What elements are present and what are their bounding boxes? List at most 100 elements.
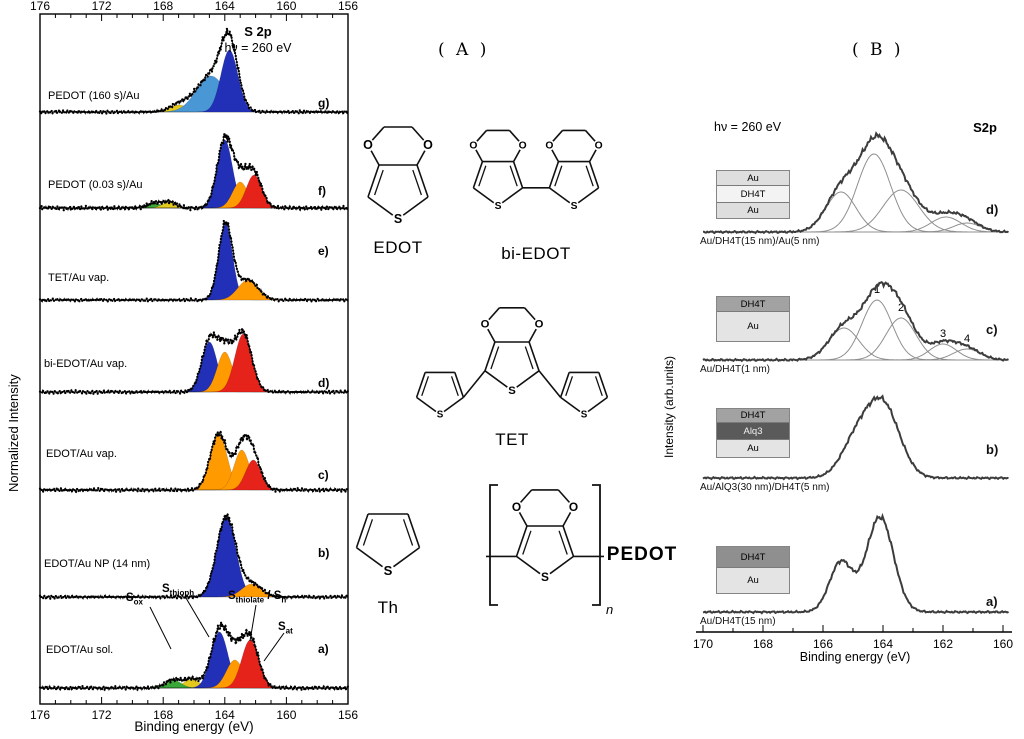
curve-letter-a: a) — [318, 642, 329, 656]
oxygen-atom-label: O — [545, 140, 553, 151]
atom-mask — [510, 500, 523, 514]
bond — [588, 161, 600, 189]
layer-au: Au — [717, 440, 789, 457]
panel-a-spectra-svg: 156 156 160 160 164 164 168 168 172 172 176 176 — [30, 0, 358, 722]
bond — [478, 165, 487, 187]
curve-letter-right-b: b) — [986, 442, 999, 457]
atom-mask — [421, 138, 435, 152]
bond — [484, 341, 496, 372]
atom-mask — [492, 200, 504, 212]
annotation-text: S — [278, 621, 286, 633]
sulfur-atom-label: S — [437, 410, 444, 421]
bond — [594, 376, 603, 397]
x-tick-label: 162 — [933, 637, 953, 651]
sulfur-atom-label: S — [541, 570, 549, 584]
bond — [528, 341, 540, 372]
x-tick-label: 168 — [753, 637, 773, 651]
annotation-line-sthioph — [185, 597, 210, 638]
annotation-line-sox — [149, 606, 172, 650]
oxygen-atom-label: O — [569, 500, 578, 514]
sample-stack-inset-d: Au DH4T Au — [716, 170, 790, 219]
bond — [415, 372, 426, 398]
annotation-text: / S — [264, 590, 282, 602]
bond — [472, 161, 484, 189]
data-points — [38, 620, 349, 695]
caption-a: Au/DH4T(15 nm) — [700, 616, 776, 627]
spectrum-label-d: bi-EDOT/Au vap. — [44, 358, 128, 370]
bond — [454, 372, 465, 398]
annotation-s-ox: Sox — [126, 592, 143, 606]
bond — [548, 161, 560, 189]
peak-number-label: 4 — [964, 333, 970, 345]
sulfur-atom-label: S — [384, 563, 393, 578]
sulfur-atom-label: S — [508, 385, 516, 397]
annotation-line-sat — [263, 632, 285, 662]
repeat-unit-subscript-n: n — [606, 602, 613, 617]
bond — [558, 530, 568, 555]
panel-b-title: S2p — [973, 120, 997, 135]
layer-dh4t: DH4T — [717, 409, 789, 423]
envelope-line — [702, 281, 1009, 363]
sample-stack-inset-a: DH4T Au — [716, 546, 790, 594]
annotation-subscript: thiolate — [235, 595, 265, 605]
atom-mask — [517, 139, 528, 151]
peak-number-label: 2 — [898, 302, 904, 314]
oxygen-atom-label: O — [481, 319, 490, 331]
chemical-structures-svg: S O O S O O S O O S O O S S S S O On — [355, 126, 613, 617]
layer-au: Au — [717, 568, 789, 593]
atom-mask — [479, 318, 491, 330]
sample-stack-inset-c: DH4T Au — [716, 296, 790, 342]
bracket-right — [592, 484, 601, 606]
panel-a-x-axis-label: Binding energy (eV) — [134, 719, 254, 734]
x-tick-label: 168 — [153, 0, 173, 13]
annotation-subscript: ox — [133, 597, 144, 607]
atom-mask — [391, 212, 405, 226]
envelope-line — [702, 394, 1009, 481]
peak-number-label: 1 — [874, 284, 880, 296]
bond — [522, 530, 532, 555]
oxygen-atom-label: O — [363, 138, 373, 152]
sulfur-atom-label: S — [571, 201, 578, 212]
panel-b-beam-energy: hν = 260 eV — [714, 120, 782, 134]
annotation-text: S — [228, 590, 236, 602]
bond — [559, 372, 570, 398]
bond — [565, 376, 574, 397]
atom-mask — [593, 139, 604, 151]
oxygen-atom-label: O — [423, 138, 433, 152]
sulfur-atom-label: S — [581, 410, 588, 421]
spectrum-label-a: EDOT/Au sol. — [46, 644, 114, 656]
atom-mask — [538, 571, 552, 584]
layer-au: Au — [717, 171, 789, 186]
bond — [407, 513, 421, 548]
curve-letter-right-c: c) — [986, 322, 998, 337]
annotation-subscript: n — [281, 595, 287, 605]
curve-letter-right-d: d) — [986, 202, 999, 217]
atom-mask — [361, 138, 375, 152]
panel-a-annotation-lines — [149, 597, 285, 662]
x-tick-label: 156 — [338, 708, 358, 722]
spectrum-label-e: TET/Au vap. — [48, 272, 110, 284]
bond — [355, 513, 369, 548]
layer-alq3: Alq3 — [717, 423, 789, 440]
spectrum-label-c: EDOT/Au vap. — [46, 448, 117, 460]
spectrum-label-g: PEDOT (160 s)/Au — [48, 90, 140, 102]
peak-number-label: 3 — [940, 328, 946, 340]
envelope-line — [702, 512, 1010, 615]
curve-letter-right-a: a) — [986, 594, 998, 609]
x-tick-label: 172 — [92, 708, 112, 722]
atom-mask — [506, 384, 518, 397]
x-tick-label: 166 — [813, 637, 833, 651]
bond — [490, 346, 500, 370]
bond — [416, 164, 429, 198]
caption-d: Au/DH4T(15 nm)/Au(5 nm) — [700, 236, 820, 247]
layer-au: Au — [717, 203, 789, 218]
curve-letter-d: d) — [318, 376, 330, 390]
fit-component-line — [703, 343, 1009, 361]
oxygen-atom-label: O — [512, 500, 521, 514]
x-tick-label: 164 — [215, 708, 235, 722]
panel-b-x-axis-label: Binding energy (eV) — [799, 650, 911, 664]
curve-letter-f: f) — [318, 184, 326, 198]
bond — [450, 376, 459, 397]
layer-au: Au — [717, 312, 789, 341]
caption-c: Au/DH4T(1 nm) — [700, 364, 771, 375]
